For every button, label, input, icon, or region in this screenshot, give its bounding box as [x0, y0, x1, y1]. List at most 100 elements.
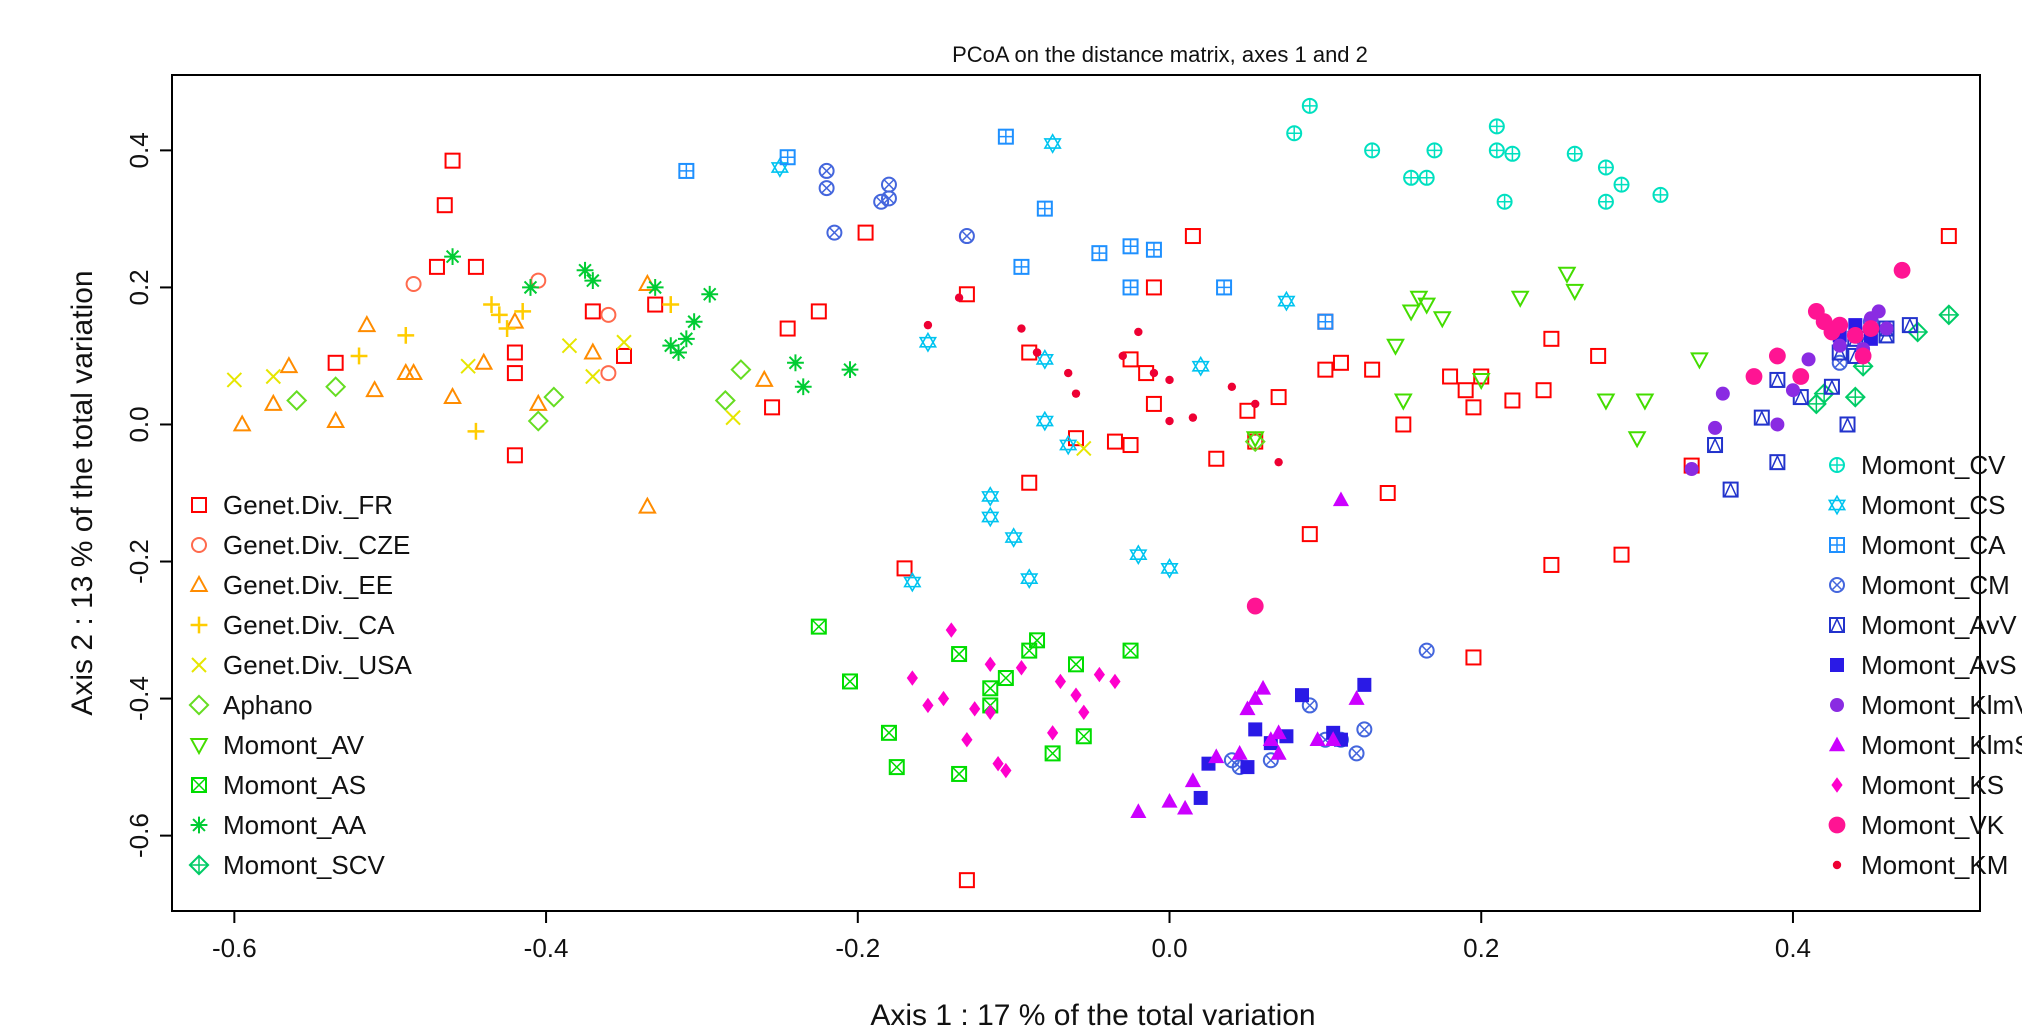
x-axis-title: Axis 1 : 17 % of the total variation	[870, 999, 1315, 1032]
data-point	[961, 731, 973, 748]
data-point	[1295, 688, 1309, 703]
data-point	[1247, 433, 1264, 450]
data-point	[1893, 261, 1911, 279]
data-point	[428, 258, 445, 275]
data-point	[1044, 745, 1061, 762]
data-point	[1769, 454, 1786, 471]
data-point	[1309, 731, 1326, 746]
data-point	[662, 337, 680, 355]
legend-label: Momont_KM	[1861, 850, 2008, 880]
data-point	[1244, 431, 1266, 453]
data-point	[1379, 485, 1396, 501]
legend-symbol	[188, 854, 210, 876]
data-point	[1364, 142, 1381, 159]
data-point	[1122, 437, 1139, 454]
legend-symbol	[191, 657, 207, 673]
y-tick-label: -0.2	[124, 539, 154, 584]
y-tick-label: 0.0	[124, 406, 154, 442]
data-point	[1348, 690, 1365, 705]
x-tick-label: -0.4	[524, 933, 569, 963]
data-point	[647, 296, 664, 313]
data-point	[1254, 679, 1272, 695]
data-point	[937, 690, 950, 707]
data-point	[1070, 687, 1082, 703]
data-point	[1246, 597, 1264, 615]
data-point	[646, 279, 664, 296]
data-point	[1177, 799, 1194, 815]
data-point	[584, 303, 601, 320]
data-point	[1227, 382, 1237, 391]
data-point	[1768, 347, 1786, 365]
data-point	[600, 306, 617, 323]
data-point	[1348, 745, 1365, 762]
data-point	[1015, 660, 1028, 676]
y-axis-title: Axis 2 : 13 % of the total variation	[66, 270, 99, 715]
data-point	[1270, 724, 1287, 740]
data-point	[1801, 352, 1816, 367]
legend-label: Momont_CV	[1861, 450, 2006, 480]
legend-symbol	[1828, 816, 1846, 834]
data-point	[1364, 361, 1381, 378]
data-point	[405, 276, 422, 292]
data-point	[1161, 792, 1178, 808]
data-point	[1901, 317, 1918, 334]
data-point	[1270, 389, 1287, 406]
legend-label: Momont_AvS	[1861, 650, 2017, 680]
data-point	[1078, 704, 1090, 720]
x-tick-label: 0.4	[1775, 933, 1811, 963]
data-point	[1032, 348, 1042, 357]
data-point	[1036, 200, 1053, 217]
data-point	[1231, 744, 1248, 760]
data-point	[327, 354, 344, 371]
data-point	[514, 303, 532, 320]
data-point	[1013, 258, 1030, 275]
data-point	[1301, 697, 1318, 714]
data-point	[404, 362, 423, 381]
data-point	[1054, 673, 1067, 690]
data-point	[365, 380, 385, 398]
data-point	[1597, 193, 1614, 210]
data-point	[1076, 440, 1092, 457]
data-point	[1635, 393, 1655, 411]
data-point	[1879, 321, 1894, 336]
legend-symbol	[1830, 698, 1844, 712]
data-point	[1504, 145, 1521, 162]
legend-label: Genet.Div._USA	[223, 650, 412, 680]
data-point	[1071, 389, 1081, 398]
y-tick-label: 0.2	[124, 269, 154, 305]
data-point	[1690, 352, 1709, 370]
data-point	[350, 347, 368, 365]
legend-symbol	[1829, 617, 1845, 633]
data-point	[1130, 803, 1147, 818]
data-point	[662, 296, 680, 313]
data-point	[1543, 330, 1560, 347]
data-point	[1627, 431, 1647, 449]
legend-symbol	[191, 777, 207, 793]
data-point	[506, 447, 523, 464]
data-point	[1708, 420, 1723, 435]
data-point	[1021, 474, 1038, 491]
data-point	[1613, 546, 1630, 563]
data-point	[1769, 371, 1786, 388]
data-point	[1020, 568, 1039, 590]
data-point	[1277, 290, 1296, 312]
data-point	[1239, 402, 1256, 419]
data-point	[444, 248, 461, 265]
data-point	[265, 368, 282, 385]
legend-label: Momont_KlmV	[1861, 690, 2022, 720]
data-point	[1165, 375, 1174, 385]
data-point	[444, 152, 461, 169]
chart-title: PCoA on the distance matrix, axes 1 and …	[952, 42, 1368, 67]
data-point	[1846, 326, 1864, 344]
data-point	[616, 334, 632, 350]
data-point	[997, 128, 1014, 145]
data-point	[1565, 283, 1585, 301]
data-point	[677, 330, 695, 348]
data-point	[1465, 399, 1482, 416]
legend-label: Momont_KS	[1861, 770, 2004, 800]
data-point	[1831, 316, 1849, 334]
data-point	[714, 389, 736, 412]
x-tick-label: 0.0	[1151, 933, 1187, 963]
plot-frame	[171, 74, 1981, 912]
